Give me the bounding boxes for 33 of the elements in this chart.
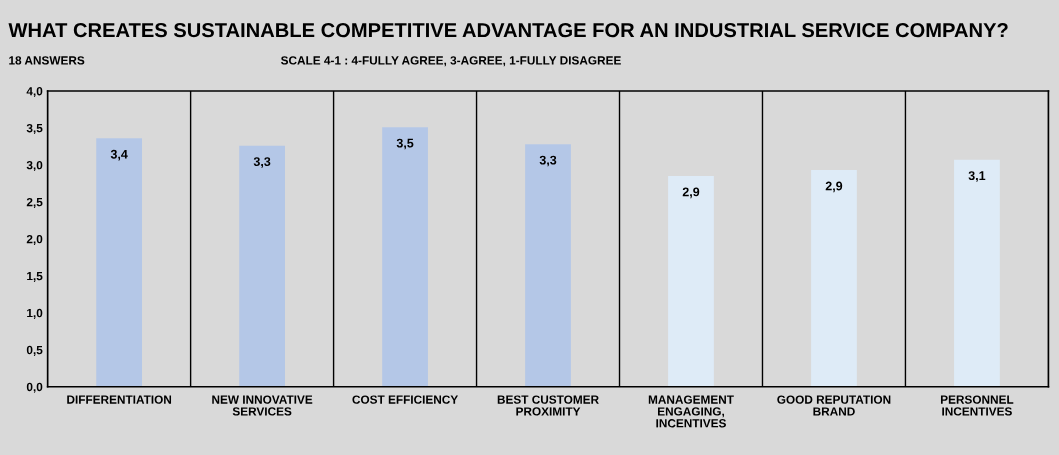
y-tick-label: 3,0: [26, 160, 43, 172]
data-label: 3,3: [253, 157, 271, 168]
y-tick-label: 1,5: [27, 272, 43, 282]
x-tick-label: NEW INNOVATIVE SERVICES: [212, 395, 313, 416]
y-tick-label: 4,0: [26, 87, 43, 98]
x-tick-label: COST EFFICIENCY: [352, 395, 459, 404]
bar: [811, 170, 857, 387]
bar: [96, 138, 143, 387]
y-tick-label: 1,0: [27, 308, 43, 319]
text: SCALE 4-1 : 4-FULLY AGREE, 3-AGREE, 1-FULLY DISAGREE: [280, 56, 621, 67]
chart-title: WHAT CREATES SUSTAINABLE COMPETITIVE ADVANTAGE FOR AN INDUSTRIAL SERVICE COMPANY?: [8, 23, 1008, 38]
bar: [954, 159, 1000, 387]
bar: [525, 144, 571, 387]
y-tick-label: 3,5: [26, 124, 43, 135]
y-tick-label: 2,5: [26, 197, 43, 209]
data-label: 3,5: [396, 138, 414, 150]
data-label: 2,9: [825, 181, 843, 193]
x-tick-label: MANAGEMENT ENGAGING, INCENTIVES: [648, 395, 734, 428]
data-label: 3,4: [110, 149, 128, 161]
bar: [668, 176, 714, 387]
data-label: 3,1: [968, 171, 986, 182]
chart-subtitle: 18 ANSWERS: [9, 56, 85, 65]
y-tick-label: 0,5: [26, 345, 43, 356]
x-tick-label: DIFFERENTIATION: [67, 395, 172, 404]
data-label: 3,3: [539, 155, 557, 167]
data-label: 2,9: [682, 187, 700, 199]
bar: [239, 145, 285, 387]
y-tick-label: 2,0: [26, 234, 43, 245]
bar: [382, 127, 428, 387]
y-tick-label: 0,0: [26, 382, 43, 393]
x-tick-label: BEST CUSTOMER PROXIMITY: [497, 395, 599, 416]
x-tick-label: GOOD REPUTATION BRAND: [777, 395, 891, 416]
x-tick-label: PERSONNEL INCENTIVES: [940, 395, 1014, 416]
